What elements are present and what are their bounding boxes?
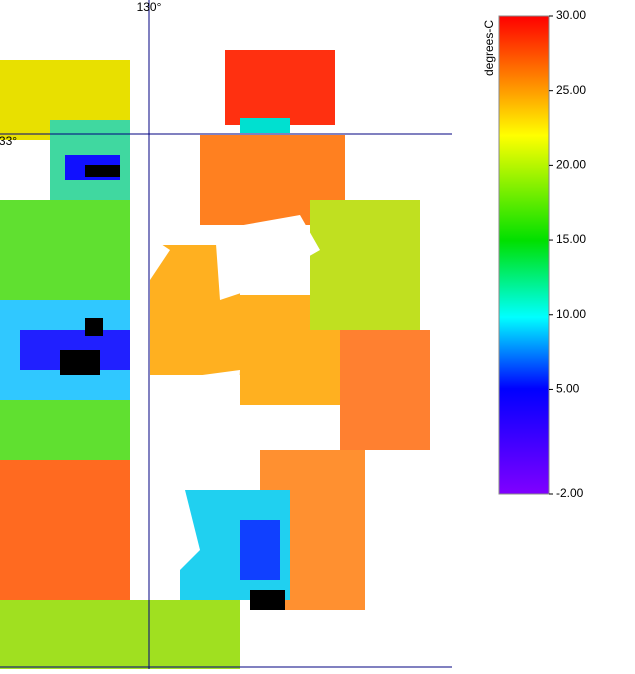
colorbar-tick-label: 10.00	[556, 307, 586, 321]
parallel-label: 33°	[0, 134, 17, 148]
colorbar-tick-label: 30.00	[556, 8, 586, 22]
colorbar-tick-label: 15.00	[556, 232, 586, 246]
colorbar-tick-label: 5.00	[556, 382, 580, 396]
graticule: 130° 33°	[0, 0, 452, 669]
colorbar: degrees-C 30.00 25.00 20.00 15.00 10.00 5.00 -…	[482, 8, 586, 500]
meridian-label: 130°	[137, 0, 162, 14]
colorbar-tick-label: 25.00	[556, 83, 586, 97]
colorbar-scale	[498, 15, 550, 495]
colorbar-title: degrees-C	[482, 20, 496, 76]
sst-field	[0, 40, 430, 669]
colorbar-tick-label: -2.00	[556, 486, 584, 500]
colorbar-tick-label: 20.00	[556, 158, 586, 172]
